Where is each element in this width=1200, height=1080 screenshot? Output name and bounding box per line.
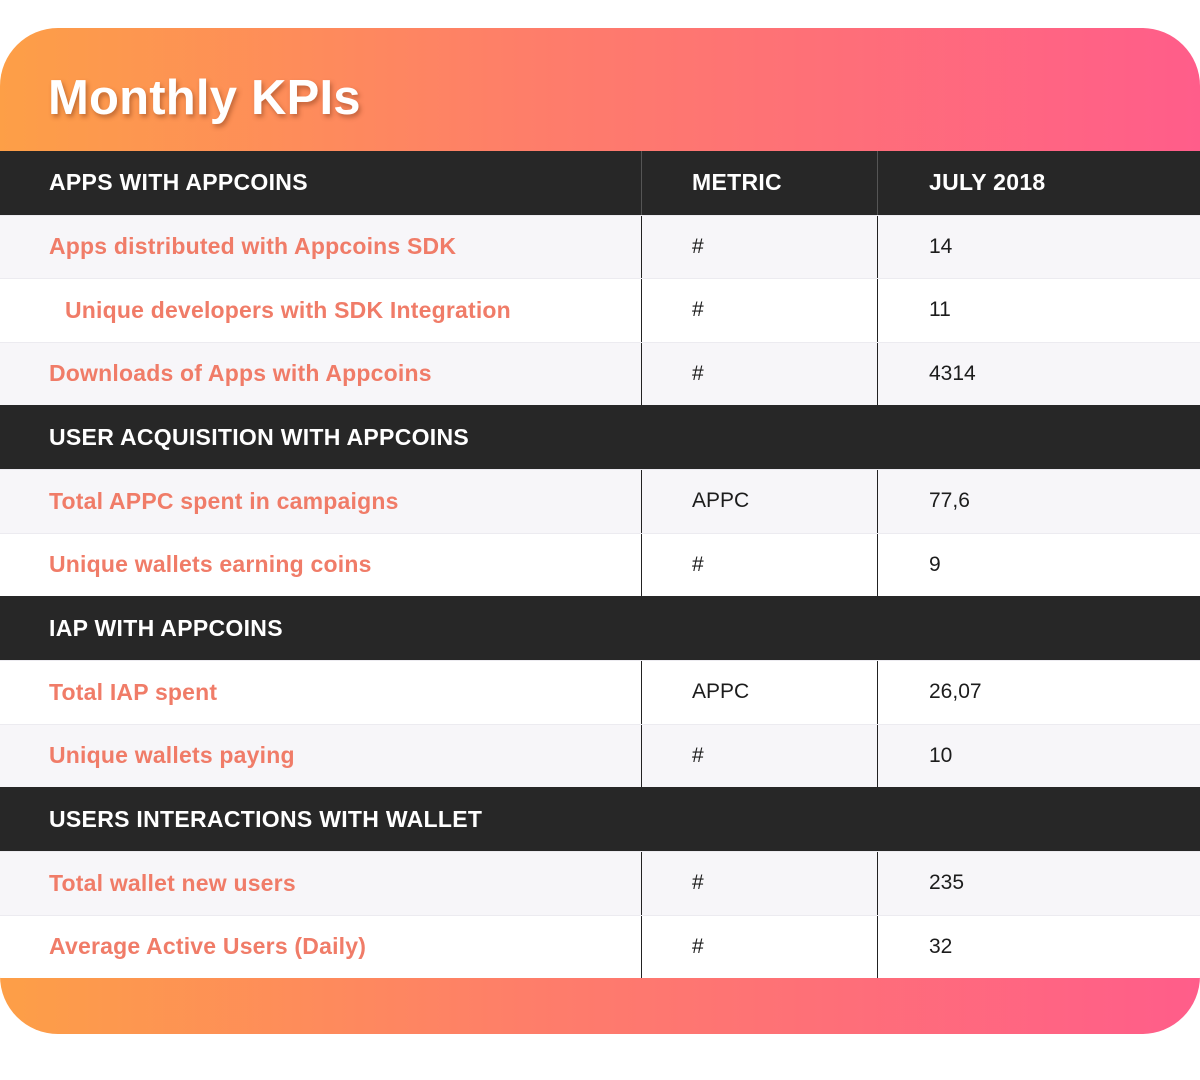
row-value: 10 [929, 743, 953, 767]
row-label: Unique wallets earning coins [49, 551, 372, 578]
column-header-name: APPS WITH APPCOINS [49, 169, 308, 196]
row-value: 77,6 [929, 489, 970, 513]
row-label: Downloads of Apps with Appcoins [49, 360, 432, 387]
row-value: 4314 [929, 361, 976, 385]
column-header-metric: METRIC [641, 151, 877, 215]
section-header: IAP WITH APPCOINS [0, 596, 1200, 660]
table-row: Unique wallets paying # 10 [0, 723, 1200, 787]
section-title: USERS INTERACTIONS WITH WALLET [49, 805, 483, 832]
table-row: Unique developers with SDK Integration #… [0, 278, 1200, 342]
table-row: Total wallet new users # 235 [0, 851, 1200, 915]
table-row: Total APPC spent in campaigns APPC 77,6 [0, 469, 1200, 533]
page-title: Monthly KPIs [48, 71, 361, 125]
row-label: Total wallet new users [49, 869, 296, 896]
kpi-table: APPS WITH APPCOINS METRIC JULY 2018 Apps… [0, 151, 1200, 978]
table-header-row: APPS WITH APPCOINS METRIC JULY 2018 [0, 151, 1200, 215]
row-metric: # [692, 361, 704, 385]
row-label: Total APPC spent in campaigns [49, 487, 399, 514]
section-header: USERS INTERACTIONS WITH WALLET [0, 787, 1200, 851]
row-metric: # [692, 871, 704, 895]
row-metric: # [692, 552, 704, 576]
row-value: 14 [929, 234, 953, 258]
row-value: 11 [929, 298, 951, 322]
row-value: 235 [929, 871, 965, 895]
row-metric: # [692, 934, 704, 958]
section-header: USER ACQUISITION WITH APPCOINS [0, 405, 1200, 469]
row-label: Unique developers with SDK Integration [65, 296, 511, 323]
row-value: 26,07 [929, 680, 982, 704]
row-label: Average Active Users (Daily) [49, 933, 367, 960]
row-metric: # [692, 743, 704, 767]
table-row: Downloads of Apps with Appcoins # 4314 [0, 341, 1200, 405]
row-label: Total IAP spent [49, 678, 218, 705]
section-title: USER ACQUISITION WITH APPCOINS [49, 423, 470, 450]
row-metric: # [692, 234, 704, 258]
row-value: 9 [929, 552, 941, 576]
section-title: IAP WITH APPCOINS [49, 614, 283, 641]
table-row: Unique wallets earning coins # 9 [0, 532, 1200, 596]
row-label: Apps distributed with Appcoins SDK [49, 233, 457, 260]
table-row: Apps distributed with Appcoins SDK # 14 [0, 214, 1200, 278]
kpi-card: Monthly KPIs APPS WITH APPCOINS METRIC J… [0, 28, 1200, 1034]
row-value: 32 [929, 934, 953, 958]
column-header-period: JULY 2018 [877, 151, 1200, 215]
table-row: Average Active Users (Daily) # 32 [0, 914, 1200, 978]
row-metric: # [692, 298, 704, 322]
row-label: Unique wallets paying [49, 742, 295, 769]
row-metric: APPC [692, 680, 750, 704]
row-metric: APPC [692, 489, 750, 513]
table-row: Total IAP spent APPC 26,07 [0, 660, 1200, 724]
